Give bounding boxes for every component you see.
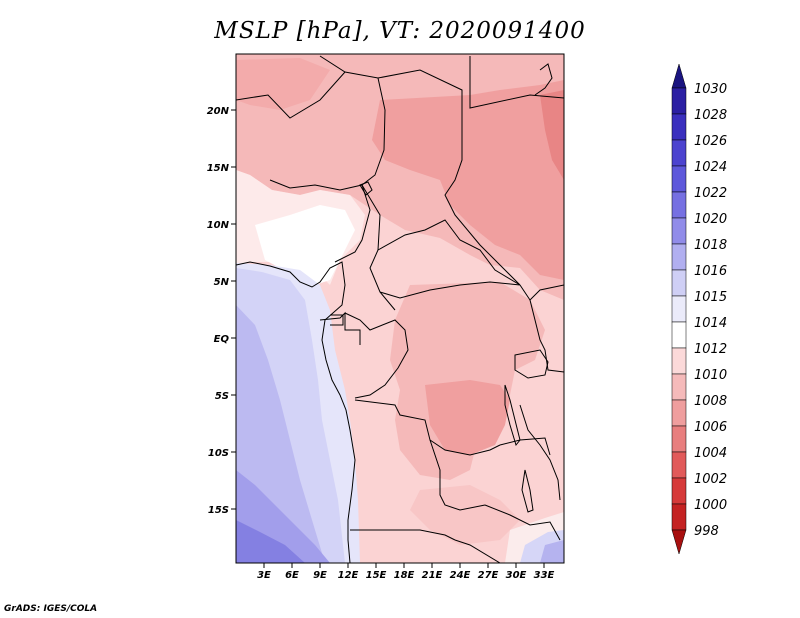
colorbar-label: 1015 [694, 290, 727, 305]
colorbar-label: 998 [694, 524, 719, 539]
colorbar-label: 1020 [694, 212, 727, 227]
colorbar-label: 1014 [694, 316, 727, 331]
field-1018-southeast [540, 540, 564, 563]
lat-label-15s: 15S [208, 505, 229, 516]
border-east [519, 284, 564, 301]
lat-label-5n: 5N [214, 277, 230, 288]
coastline-red-sea [534, 63, 553, 96]
colorbar-segment [671, 269, 687, 297]
colorbar-label: 1010 [694, 368, 727, 383]
lon-label-30e: 30E [506, 570, 527, 581]
border-tanzania [519, 404, 561, 501]
border-mali-niger [236, 71, 346, 119]
lon-axis: 3E 6E 9E 12E 15E 18E 21E 24E 27E 30E 33E [257, 563, 555, 581]
plot-frame [235, 53, 565, 564]
colorbar-label: 1030 [694, 82, 727, 97]
border-chad-sudan [444, 108, 521, 286]
colorbar-segment [671, 191, 687, 219]
field-1008-northwest [236, 58, 330, 110]
colorbar-segment [671, 477, 687, 505]
colorbar-segment [671, 451, 687, 479]
colorbar-label: 1016 [694, 264, 727, 279]
colorbar-label: 1006 [694, 420, 727, 435]
colorbar-label: 1026 [694, 134, 727, 149]
lat-label-10s: 10S [208, 448, 229, 459]
lake-tanganyika [504, 384, 521, 447]
lake-malawi [521, 469, 534, 513]
grads-credit: GrADS: IGES/COLA [4, 604, 98, 614]
lat-label-20n: 20N [207, 106, 230, 117]
colorbar-label: 1028 [694, 108, 727, 123]
pressure-field [236, 54, 564, 563]
colorbar-segment [671, 243, 687, 271]
border-angola-namibia [350, 529, 456, 541]
field-1008-congo [425, 380, 510, 455]
colorbar-label: 1012 [694, 342, 727, 357]
colorbar-segment [671, 217, 687, 245]
map-title: MSLP [hPa], VT: 2020091400 [214, 18, 586, 44]
border-angola-zambia [429, 439, 486, 511]
border-zambia-malawi [499, 437, 551, 456]
lat-label-15n: 15N [207, 163, 230, 174]
border-congo-drc [344, 312, 409, 399]
border-zimbabwe [484, 504, 561, 541]
lon-label-3e: 3E [257, 570, 271, 581]
colorbar-segment [671, 399, 687, 427]
border-cameroon-car [367, 194, 396, 311]
colorbar-segment [671, 87, 687, 115]
field-1014-gulf [255, 205, 355, 285]
colorbar-segment [671, 503, 687, 531]
colorbar-label: 1002 [694, 472, 727, 487]
border-egypt-sudan [469, 56, 564, 109]
border-botswana [454, 539, 501, 563]
colorbar: 1030 1028 1026 1024 1022 1020 1018 1016 1015 1014… [671, 63, 727, 555]
colorbar-label: 1024 [694, 160, 727, 175]
lon-label-15e: 15E [366, 570, 387, 581]
lon-label-21e: 21E [422, 570, 443, 581]
colorbar-segment [671, 295, 687, 323]
country-borders [236, 55, 564, 563]
border-cameroon-equatorial [330, 314, 344, 326]
colorbar-segment [671, 139, 687, 167]
field-1010-south [410, 485, 520, 545]
lake-victoria [514, 349, 549, 379]
colorbar-label: 1008 [694, 394, 727, 409]
lat-label-eq: EQ [214, 334, 230, 345]
colorbar-label: 1018 [694, 238, 727, 253]
border-car-drc [379, 281, 521, 299]
lake-chad [359, 181, 373, 196]
field-1008-sahel [372, 80, 564, 280]
colorbar-segment [671, 165, 687, 193]
field-1022 [236, 520, 305, 563]
colorbar-label: 1004 [694, 446, 727, 461]
colorbar-segment [671, 373, 687, 401]
border-libya [319, 55, 463, 108]
lat-label-10n: 10N [207, 220, 230, 231]
lon-label-24e: 24E [450, 570, 471, 581]
border-gabon [319, 311, 361, 345]
colorbar-segment [671, 321, 687, 349]
colorbar-segment [671, 347, 687, 375]
colorbar-top-triangle [671, 63, 687, 89]
border-car-sudan [377, 219, 521, 286]
colorbar-segment [671, 425, 687, 453]
lon-label-9e: 9E [313, 570, 327, 581]
colorbar-bottom-triangle [671, 529, 687, 555]
lon-label-6e: 6E [285, 570, 299, 581]
lat-label-5s: 5S [215, 391, 229, 402]
lon-label-27e: 27E [478, 570, 499, 581]
lat-axis: 20N 15N 10N 5N EQ 5S 10S 15S [207, 106, 236, 516]
border-nigeria [269, 179, 371, 263]
lon-label-33e: 33E [534, 570, 555, 581]
colorbar-label: 1022 [694, 186, 727, 201]
lon-label-12e: 12E [338, 570, 359, 581]
field-1006 [540, 90, 564, 180]
colorbar-segment [671, 113, 687, 141]
colorbar-label: 1000 [694, 498, 727, 513]
border-uganda-kenya [529, 299, 564, 373]
lon-label-18e: 18E [394, 570, 415, 581]
